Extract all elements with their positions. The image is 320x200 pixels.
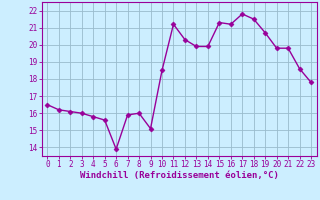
X-axis label: Windchill (Refroidissement éolien,°C): Windchill (Refroidissement éolien,°C) [80,171,279,180]
